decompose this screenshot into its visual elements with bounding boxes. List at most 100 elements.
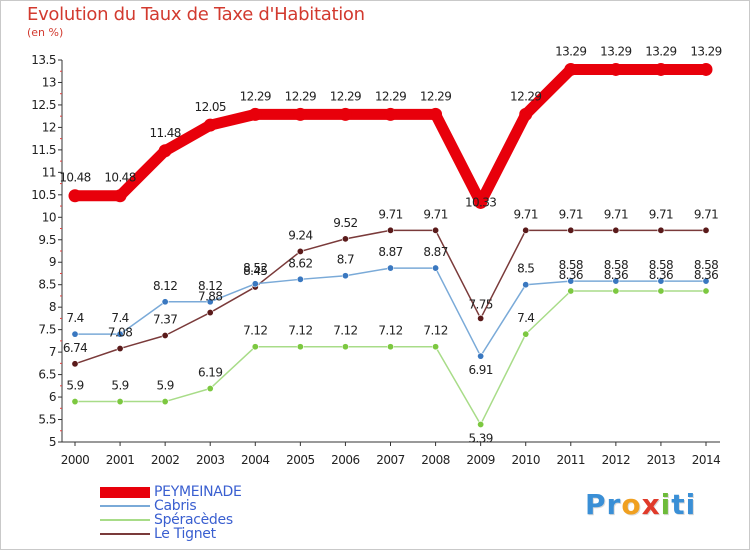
data-label: 8.45 — [243, 264, 267, 278]
x-tick-label: 2010 — [511, 453, 540, 467]
x-tick-label: 2005 — [286, 453, 315, 467]
data-point — [71, 398, 79, 406]
data-label: 7.4 — [111, 311, 128, 325]
data-point — [564, 62, 578, 76]
data-point — [477, 314, 485, 322]
data-label: 11.48 — [149, 126, 180, 140]
data-label: 8.12 — [198, 279, 222, 293]
data-label: 8.58 — [559, 258, 583, 272]
chart-legend: PEYMEINADE Cabris Spéracèdes Le Tignet — [100, 484, 360, 542]
data-point — [203, 118, 217, 132]
data-label: 8.87 — [423, 245, 447, 259]
data-label: 6.74 — [63, 341, 87, 355]
data-label: 7.75 — [468, 297, 492, 311]
x-tick-label: 2002 — [151, 453, 180, 467]
data-point — [68, 189, 82, 203]
data-label: 9.71 — [604, 207, 628, 221]
logo-letter: o — [621, 488, 642, 521]
y-tick-label: 7 — [49, 345, 56, 359]
data-point — [71, 330, 79, 338]
data-label: 10.33 — [465, 195, 496, 209]
y-tick-label: 11.5 — [31, 143, 56, 157]
data-label: 12.29 — [420, 89, 451, 103]
data-label: 5.9 — [111, 379, 128, 393]
data-point — [657, 277, 665, 285]
data-point — [657, 287, 665, 295]
data-label: 8.5 — [517, 262, 534, 276]
data-label: 5.9 — [66, 379, 83, 393]
data-point — [477, 420, 485, 428]
data-point — [338, 107, 352, 121]
data-point — [296, 343, 304, 351]
y-tick-label: 6.5 — [38, 368, 56, 382]
logo-letter: Pr — [585, 488, 622, 521]
data-point — [386, 226, 394, 234]
data-point — [432, 264, 440, 272]
data-label: 7.37 — [153, 312, 177, 326]
data-point — [386, 343, 394, 351]
data-point — [567, 287, 575, 295]
legend-label: Spéracèdes — [154, 512, 233, 528]
data-label: 9.71 — [694, 207, 718, 221]
data-point — [432, 343, 440, 351]
logo-letter: x — [641, 488, 661, 521]
data-point — [474, 195, 488, 209]
data-point — [477, 352, 485, 360]
data-point — [519, 107, 533, 121]
y-tick-label: 6 — [49, 390, 56, 404]
y-tick-label: 8.5 — [38, 278, 56, 292]
data-label: 7.88 — [198, 290, 222, 304]
data-point — [206, 385, 214, 393]
data-point — [522, 281, 530, 289]
data-label: 12.05 — [195, 100, 226, 114]
x-tick-label: 2012 — [602, 453, 631, 467]
x-tick-label: 2007 — [376, 453, 405, 467]
data-label: 8.36 — [604, 268, 628, 282]
legend-swatch — [100, 533, 150, 535]
data-label: 8.58 — [694, 258, 718, 272]
data-point — [116, 330, 124, 338]
data-point — [293, 107, 307, 121]
data-point — [113, 189, 127, 203]
data-point — [251, 343, 259, 351]
x-tick-label: 2013 — [647, 453, 676, 467]
data-point — [116, 398, 124, 406]
data-label: 8.58 — [649, 258, 673, 272]
y-tick-label: 9.5 — [38, 233, 56, 247]
data-label: 8.87 — [378, 245, 402, 259]
x-tick-label: 2000 — [61, 453, 90, 467]
y-tick-label: 12 — [42, 120, 56, 134]
data-point — [522, 330, 530, 338]
data-label: 9.52 — [333, 216, 357, 230]
legend-swatch — [100, 486, 150, 498]
data-point — [341, 272, 349, 280]
data-point — [251, 280, 259, 288]
data-point — [702, 226, 710, 234]
data-point — [341, 235, 349, 243]
data-point — [567, 277, 575, 285]
x-tick-label: 2006 — [331, 453, 360, 467]
data-label: 7.12 — [378, 324, 402, 338]
x-tick-label: 2014 — [692, 453, 721, 467]
data-label: 9.71 — [514, 207, 538, 221]
data-label: 5.9 — [156, 379, 173, 393]
data-label: 7.12 — [243, 324, 267, 338]
data-label: 12.29 — [375, 89, 406, 103]
series-line-sp-rac-des — [74, 290, 707, 426]
data-point — [702, 277, 710, 285]
chart-title: Evolution du Taux de Taxe d'Habitation — [27, 4, 365, 25]
y-tick-label: 13 — [42, 75, 56, 89]
data-point — [654, 62, 668, 76]
x-tick-label: 2001 — [106, 453, 135, 467]
data-label: 9.71 — [649, 207, 673, 221]
data-label: 5.39 — [468, 431, 492, 445]
data-label: 8.36 — [559, 268, 583, 282]
data-point — [71, 360, 79, 368]
data-label: 13.29 — [645, 44, 676, 58]
y-tick-label: 12.5 — [31, 98, 56, 112]
data-point — [657, 226, 665, 234]
data-point — [116, 345, 124, 353]
data-label: 7.4 — [66, 311, 83, 325]
data-label: 8.36 — [649, 268, 673, 282]
